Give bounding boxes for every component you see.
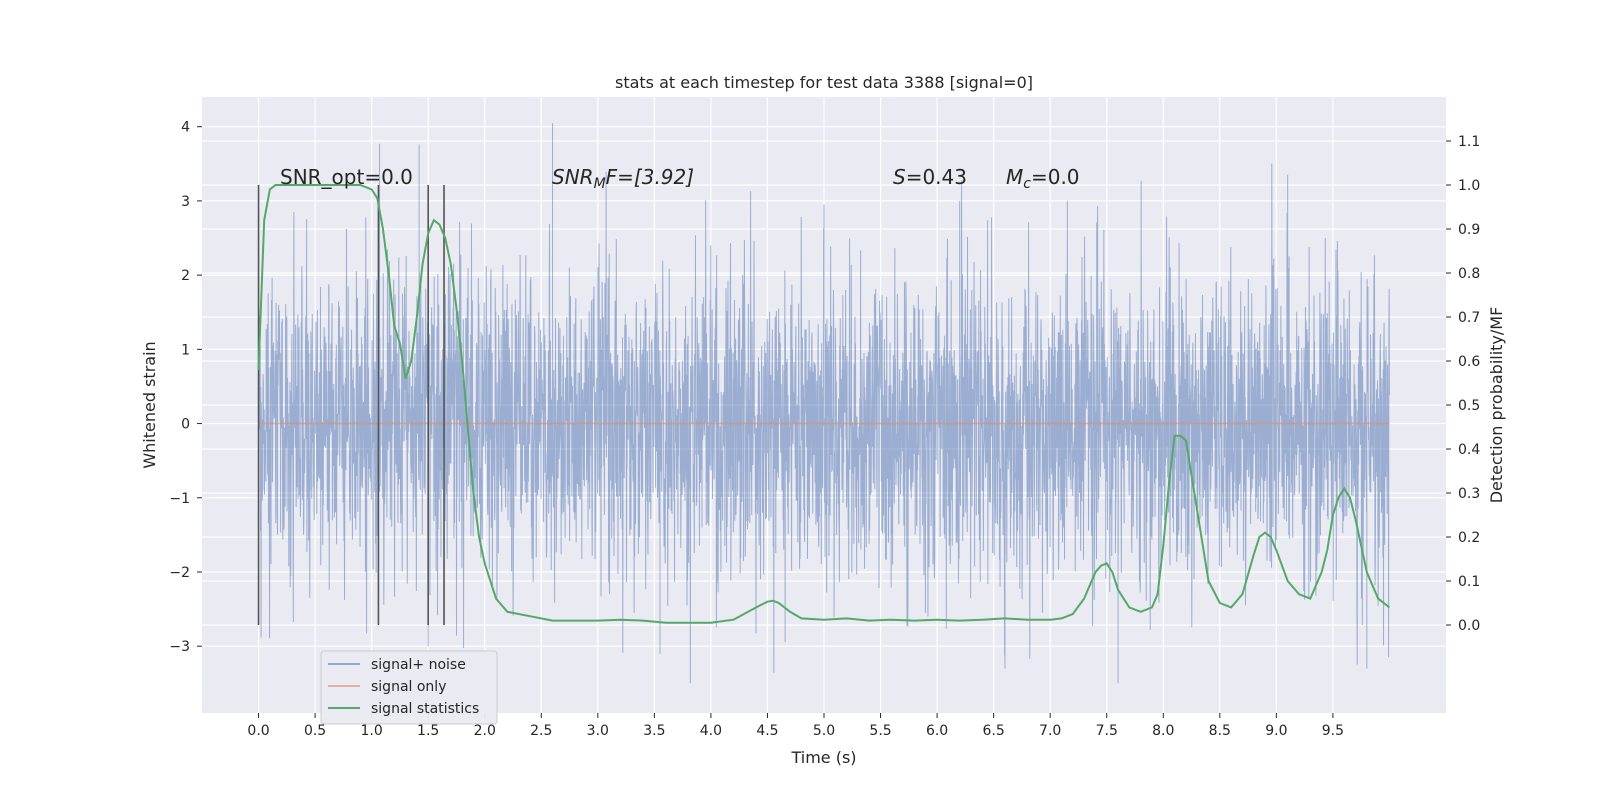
y-left-axis-ticks: −3 −2 −1 0 1 2 3 4 [169, 120, 202, 655]
y-right-tick-label: 0.0 [1458, 618, 1480, 634]
y-left-tick-label: −3 [169, 639, 190, 655]
x-tick-label: 0.0 [247, 723, 269, 739]
y-left-tick-label: 1 [181, 342, 190, 358]
y-right-axis-ticks: 0.0 0.1 0.2 0.3 0.4 0.5 0.6 0.7 0.8 0.9 1.0 1.1 [1446, 134, 1480, 634]
y-right-tick-label: 0.5 [1458, 398, 1480, 414]
y-right-tick-label: 0.6 [1458, 354, 1480, 370]
x-tick-label: 3.0 [587, 723, 609, 739]
y-right-tick-label: 0.3 [1458, 486, 1480, 502]
signal-noise-path [258, 122, 1390, 684]
annotation-snr-mf-suffix: F=[3.92] [606, 165, 694, 189]
x-tick-label: 5.5 [869, 723, 891, 739]
chart-title: stats at each timestep for test data 338… [615, 73, 1033, 92]
x-tick-label: 8.5 [1209, 723, 1231, 739]
vertical-markers [257, 185, 445, 625]
y-right-tick-label: 0.9 [1458, 222, 1480, 238]
legend-label-signal-statistics: signal statistics [371, 701, 479, 717]
x-tick-label: 4.5 [756, 723, 778, 739]
x-tick-label: 7.0 [1039, 723, 1061, 739]
x-tick-label: 9.0 [1265, 723, 1287, 739]
y-left-tick-label: 4 [181, 120, 190, 136]
legend-label-signal-noise: signal+ noise [371, 657, 466, 673]
annotation-mc: Mc=0.0 [1006, 165, 1080, 192]
y-right-tick-label: 0.4 [1458, 442, 1480, 458]
y-left-tick-label: 2 [181, 268, 190, 284]
series-signal-noise [258, 122, 1390, 684]
x-tick-label: 2.0 [474, 723, 496, 739]
legend-box [320, 650, 498, 725]
series-signal-statistics [257, 184, 1391, 624]
annotation-snr-mf-sub: M [594, 176, 606, 192]
annotation-s: S=0.43 [893, 165, 967, 189]
y-left-tick-label: 0 [181, 417, 190, 433]
y-right-tick-label: 0.2 [1458, 530, 1480, 546]
y-right-tick-label: 1.1 [1458, 134, 1480, 150]
y-right-axis-label: Detection probability/MF [1487, 307, 1506, 504]
y-right-tick-label: 1.0 [1458, 178, 1480, 194]
y-right-tick-label: 0.8 [1458, 266, 1480, 282]
annotation-snr-mf: SNRMF=[3.92] [552, 165, 694, 192]
x-tick-label: 1.0 [361, 723, 383, 739]
x-tick-label: 0.5 [304, 723, 326, 739]
x-tick-label: 8.0 [1152, 723, 1174, 739]
y-left-tick-label: −1 [169, 491, 190, 507]
x-axis-label: Time (s) [790, 748, 856, 767]
x-tick-label: 3.5 [643, 723, 665, 739]
y-right-tick-label: 0.1 [1458, 574, 1480, 590]
y-left-axis-label: Whitened strain [140, 341, 159, 468]
annotation-mc-prefix: M [1006, 165, 1023, 189]
legend: signal+ noise signal only signal statist… [320, 650, 498, 725]
x-tick-label: 4.0 [700, 723, 722, 739]
x-tick-label: 2.5 [530, 723, 552, 739]
x-tick-label: 1.5 [417, 723, 439, 739]
x-tick-label: 5.0 [813, 723, 835, 739]
annotation-mc-sub: c [1023, 176, 1031, 192]
x-tick-label: 6.0 [926, 723, 948, 739]
legend-label-signal-only: signal only [371, 679, 446, 695]
x-tick-label: 7.5 [1096, 723, 1118, 739]
annotation-s-suffix: =0.43 [906, 165, 967, 189]
annotation-s-prefix: S [893, 165, 906, 189]
x-tick-label: 6.5 [983, 723, 1005, 739]
annotation-snr-mf-prefix: SNR [552, 165, 594, 189]
annotation-mc-suffix: =0.0 [1031, 165, 1080, 189]
x-axis-ticks: 0.0 0.5 1.0 1.5 2.0 2.5 3.0 3.5 4.0 4.5 5.0 5.5 6.0 6… [247, 713, 1344, 739]
x-tick-label: 9.5 [1322, 723, 1344, 739]
y-right-tick-label: 0.7 [1458, 310, 1480, 326]
y-left-tick-label: −2 [169, 565, 190, 581]
annotation-snr-opt: SNR_opt=0.0 [280, 165, 413, 189]
y-left-tick-label: 3 [181, 194, 190, 210]
